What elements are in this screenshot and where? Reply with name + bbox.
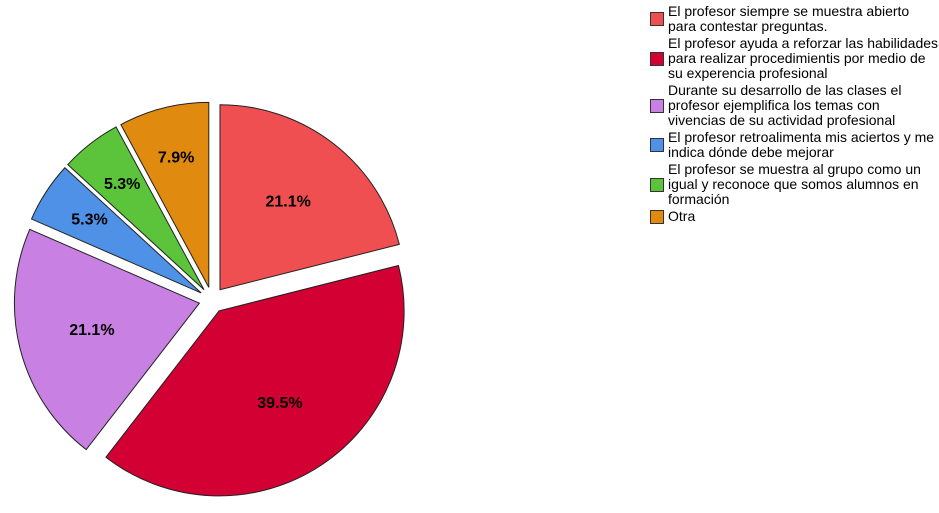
legend-item: El profesor siempre se muestra abierto p… xyxy=(650,4,939,34)
legend-swatch xyxy=(650,209,664,224)
pie-slice xyxy=(13,228,201,451)
legend-swatch xyxy=(650,12,664,26)
legend: El profesor siempre se muestra abierto p… xyxy=(650,4,939,226)
pie-slice xyxy=(105,264,405,497)
legend-label: El profesor siempre se muestra abierto p… xyxy=(668,3,910,34)
legend-item: El profesor ayuda a reforzar las habilid… xyxy=(650,36,939,81)
pie-slice xyxy=(120,101,210,288)
legend-label: El profesor ayuda a reforzar las habilid… xyxy=(668,35,939,81)
legend-swatch xyxy=(650,98,664,113)
legend-item: El profesor se muestra al grupo como un … xyxy=(650,162,939,207)
pie-area: 21.1% 39.5% 21.1% 5.3% 5.3% 7.9% xyxy=(13,101,405,497)
pie-slice xyxy=(30,167,202,294)
legend-swatch xyxy=(650,138,664,152)
legend-label: El profesor se muestra al grupo como un … xyxy=(668,161,921,207)
legend-item: Otra xyxy=(650,209,939,224)
slice-label: 21.1% xyxy=(265,193,310,210)
legend-item: Durante su desarrollo de las clases el p… xyxy=(650,83,939,128)
slice-label: 5.3% xyxy=(71,211,107,228)
slice-label: 39.5% xyxy=(257,395,302,412)
legend-label: Durante su desarrollo de las clases el p… xyxy=(668,82,902,128)
legend-label: El profesor retroalimenta mis aciertos y… xyxy=(668,129,935,160)
slice-label: 7.9% xyxy=(158,149,194,166)
legend-swatch xyxy=(650,177,664,192)
pie-slice xyxy=(219,104,400,291)
legend-item: El profesor retroalimenta mis aciertos y… xyxy=(650,130,939,160)
slice-label: 21.1% xyxy=(69,322,114,339)
legend-swatch xyxy=(650,51,664,66)
pie-slice xyxy=(67,126,205,291)
slice-label: 5.3% xyxy=(104,176,140,193)
legend-label: Otra xyxy=(668,208,696,224)
